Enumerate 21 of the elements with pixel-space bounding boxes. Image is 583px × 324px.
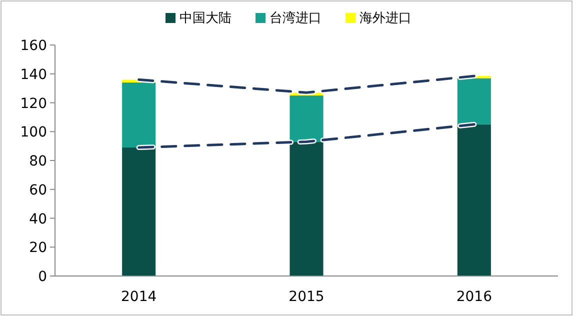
x-tick-label: 2014 (121, 289, 157, 305)
y-tick-label: 160 (20, 38, 47, 54)
y-tick-label: 60 (29, 182, 47, 198)
y-tick-label: 40 (29, 211, 47, 228)
x-tick-label: 2016 (456, 289, 492, 305)
y-tick-label: 0 (38, 269, 47, 285)
y-tick-label: 20 (29, 240, 47, 256)
bar (457, 124, 491, 276)
y-tick-label: 140 (20, 66, 47, 83)
y-tick-label: 80 (29, 154, 47, 170)
bar (290, 96, 324, 142)
bar (122, 82, 156, 148)
y-tick-label: 120 (20, 96, 47, 112)
legend-label: 中国大陆 (180, 11, 232, 26)
bar (457, 78, 491, 124)
bar (122, 148, 156, 276)
bar (290, 142, 324, 276)
legend-label: 台湾进口 (270, 10, 322, 26)
legend-label: 海外进口 (360, 11, 412, 26)
y-tick-label: 100 (20, 124, 47, 141)
x-tick-label: 2015 (288, 289, 324, 305)
